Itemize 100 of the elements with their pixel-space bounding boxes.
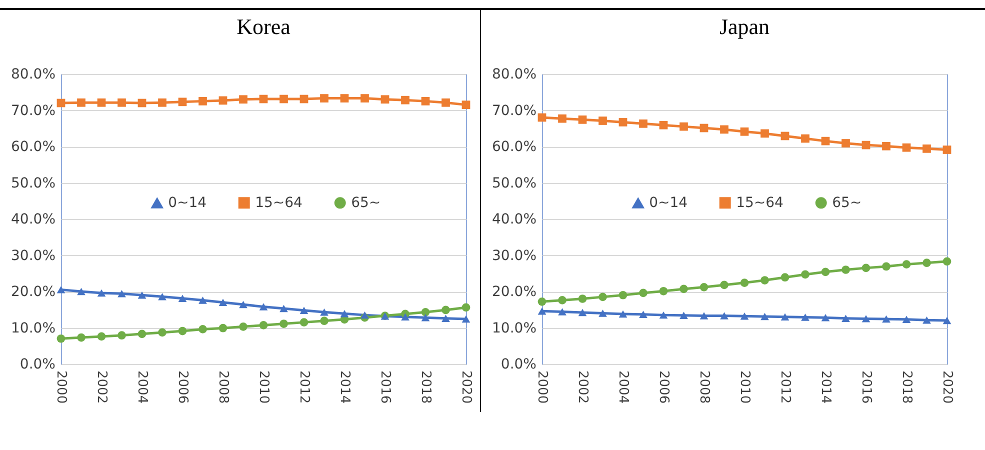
point <box>780 273 790 282</box>
point <box>138 330 146 338</box>
point <box>862 315 870 322</box>
point <box>942 316 952 324</box>
legend-label: 0~14 <box>168 195 207 212</box>
point <box>97 98 106 107</box>
y-tick-label: 10.0% <box>11 320 56 336</box>
point <box>158 98 166 107</box>
point <box>218 96 228 105</box>
point <box>462 100 470 109</box>
legend-label: 0~14 <box>649 195 688 212</box>
point <box>821 136 830 146</box>
point <box>538 297 546 306</box>
point <box>842 139 850 148</box>
point <box>340 310 349 318</box>
point <box>442 314 450 322</box>
y-tick-label: 60.0% <box>11 139 56 155</box>
point <box>942 146 952 154</box>
point <box>618 118 628 126</box>
point <box>598 116 607 125</box>
x-tick-label: 2018 <box>418 370 433 404</box>
point <box>801 270 810 279</box>
y-tick-label: 20.0% <box>11 284 56 300</box>
point <box>639 288 648 298</box>
point <box>320 94 328 102</box>
y-tick-label: 40.0% <box>492 212 536 228</box>
point <box>56 98 66 108</box>
point <box>902 143 911 152</box>
x-tick-label: 2004 <box>616 370 630 404</box>
point <box>922 316 931 324</box>
point <box>77 98 86 107</box>
point <box>922 258 931 268</box>
y-tick-label: 0.0% <box>500 356 536 372</box>
point <box>618 310 628 318</box>
x-tick-label: 2018 <box>899 370 914 404</box>
point <box>442 98 450 107</box>
point <box>922 144 931 153</box>
y-tick-label: 50.0% <box>11 175 56 192</box>
point <box>842 314 850 322</box>
point <box>760 129 769 138</box>
point <box>578 115 587 124</box>
point <box>340 94 349 102</box>
point <box>598 310 607 317</box>
point <box>558 308 566 316</box>
point <box>902 316 911 324</box>
point <box>259 303 268 310</box>
point <box>902 260 911 268</box>
point <box>780 313 790 320</box>
point <box>280 320 288 328</box>
point <box>198 325 207 334</box>
point <box>659 311 668 319</box>
point <box>821 268 830 276</box>
point <box>259 94 268 104</box>
point <box>280 304 288 312</box>
point <box>598 292 607 302</box>
point <box>700 124 708 132</box>
point <box>578 294 587 303</box>
x-tick-label: 2020 <box>940 370 954 404</box>
x-tick-label: 2010 <box>737 370 752 404</box>
point <box>77 333 86 342</box>
point <box>178 326 187 336</box>
point <box>380 95 390 104</box>
point <box>740 312 749 320</box>
point <box>401 313 410 320</box>
x-tick-label: 2006 <box>656 370 671 404</box>
point <box>259 321 268 330</box>
x-tick-label: 2014 <box>818 370 833 404</box>
point <box>300 306 308 314</box>
legend-label: 15~64 <box>736 194 784 211</box>
point <box>578 308 587 316</box>
point <box>639 119 648 128</box>
point <box>821 314 830 322</box>
point <box>680 312 688 320</box>
point <box>300 94 308 104</box>
point <box>118 290 126 298</box>
x-tick-label: 2014 <box>337 370 352 404</box>
point <box>680 122 688 131</box>
point <box>138 98 146 108</box>
point <box>740 127 749 136</box>
point <box>401 96 410 104</box>
point <box>421 308 430 316</box>
x-tick-label: 2012 <box>296 370 312 404</box>
x-tick-label: 2004 <box>134 370 150 404</box>
point <box>618 290 628 300</box>
x-tick-label: 2016 <box>858 370 874 404</box>
point <box>558 296 566 304</box>
y-tick-label: 50.0% <box>492 175 536 192</box>
point <box>801 134 810 143</box>
point <box>862 264 870 272</box>
point <box>760 276 769 284</box>
x-tick-label: 2002 <box>575 370 590 404</box>
point <box>720 312 728 320</box>
point <box>56 334 66 343</box>
x-tick-label: 2008 <box>216 370 230 404</box>
point <box>538 307 546 315</box>
point <box>720 280 728 290</box>
point <box>760 312 769 320</box>
point <box>97 289 106 297</box>
point <box>462 303 470 312</box>
point <box>138 292 146 299</box>
